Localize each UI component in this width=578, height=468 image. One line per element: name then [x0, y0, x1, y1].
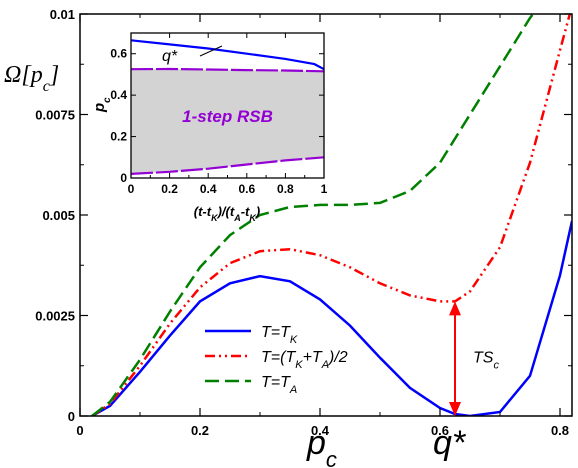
inset-series-line-2	[130, 156, 325, 175]
x-tick-label: 0.4	[311, 423, 330, 438]
inset-series-line-0	[130, 39, 325, 71]
inset-y-tick-label: 0.6	[110, 47, 127, 61]
inset-x-tick-label: 1	[321, 182, 328, 196]
inset-y-tick-label: 0	[120, 171, 127, 185]
legend-label-1: T=(TK+TA)/2	[261, 349, 348, 371]
main-plot: 0 0.2 0.4 0.6 0.8 0 0.0025 0.005 0.0075 0.01 Ω[pc]…	[4, 7, 573, 468]
rsb-region	[131, 69, 324, 174]
series-line-2	[91, 14, 535, 416]
inset-y-tick-label: 0.4	[110, 88, 127, 102]
inset-y-axis-label: pc	[91, 97, 113, 113]
x-tick-label: 0.2	[191, 423, 209, 438]
inset-series-line-1	[130, 67, 325, 73]
x-tick-label: 0.8	[551, 423, 569, 438]
inset-x-tick-label: 0.2	[161, 182, 178, 196]
inset-x-tick-label: 0	[128, 182, 135, 196]
legend-label-0: T=TK	[261, 324, 298, 346]
x-tick-label: 0	[76, 423, 83, 438]
y-tick-label: 0.005	[42, 208, 75, 223]
y-axis-label: Ω[pc]	[4, 62, 59, 95]
y-tick-label: 0	[68, 409, 75, 424]
y-tick-label: 0.0075	[35, 108, 75, 123]
annotation-label: TSc	[473, 350, 499, 372]
inset-q-star-pointer	[199, 45, 223, 57]
y-tick-label: 0.01	[50, 7, 75, 22]
legend-label-2: T=TA	[261, 374, 297, 396]
inset-q-star-label: q*	[162, 48, 178, 65]
series-line-0	[91, 220, 572, 416]
x-special-label: q*	[433, 424, 467, 462]
inset-x-tick-label: 0.4	[200, 182, 217, 196]
legend: T=TK T=(TK+TA)/2 T=TA	[205, 324, 348, 396]
annotation-arrow-head-up	[449, 301, 461, 316]
inset-x-tick-label: 0.6	[238, 182, 255, 196]
series-line-1	[91, 14, 572, 416]
inset-x-tick-label: 0.8	[277, 182, 294, 196]
inset-x-axis-label: (t-tK)/(tA-tK)	[194, 204, 260, 223]
rsb-region-label: 1-step RSB	[182, 107, 273, 126]
inset-y-tick-label: 0.2	[110, 130, 127, 144]
x-axis-label: pc	[306, 424, 337, 468]
annotation-arrow-head-down	[449, 402, 461, 416]
x-tick-label: 0.6	[431, 423, 449, 438]
y-tick-label: 0.0025	[35, 309, 75, 324]
inset-plot: 0 0.2 0.4 0.6 0.8 1 0 0.2 0.4 0.6 (t-tK)/(tA-tK) pc…	[91, 32, 328, 223]
